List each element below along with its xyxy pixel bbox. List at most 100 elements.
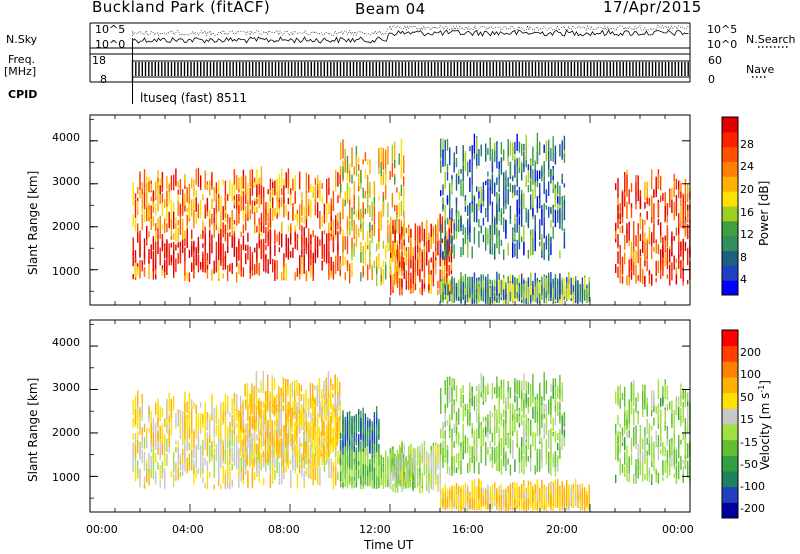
velocity-cell bbox=[335, 467, 337, 486]
velocity-cell bbox=[367, 461, 369, 478]
velocity-cell bbox=[432, 465, 435, 484]
velocity-cell bbox=[299, 464, 301, 474]
power-cell bbox=[305, 272, 308, 282]
power-cell bbox=[561, 280, 563, 295]
velocity-cell bbox=[387, 475, 389, 481]
power-range-tick-3000: 3000 bbox=[52, 175, 80, 188]
power-cell bbox=[687, 280, 689, 285]
velocity-cell bbox=[319, 466, 321, 486]
velocity-cell bbox=[451, 485, 453, 502]
power-cell bbox=[344, 199, 346, 207]
power-cell bbox=[285, 173, 287, 188]
velocity-cell bbox=[143, 436, 146, 449]
velocity-cell bbox=[200, 413, 202, 432]
velocity-cell bbox=[213, 428, 215, 439]
velocity-cell bbox=[408, 475, 410, 489]
velocity-cell bbox=[184, 416, 186, 430]
velocity-cell bbox=[301, 453, 303, 461]
power-cell bbox=[362, 246, 364, 264]
velocity-cell bbox=[264, 439, 267, 446]
xlabel: Time UT bbox=[364, 538, 414, 552]
velocity-cell bbox=[314, 406, 316, 424]
power-cell bbox=[137, 232, 139, 243]
power-cell bbox=[258, 184, 260, 196]
power-cell bbox=[152, 236, 155, 251]
velocity-cell bbox=[300, 407, 303, 421]
velocity-cell bbox=[303, 407, 305, 413]
power-cell bbox=[500, 157, 503, 163]
nave-tick-bottom: 0 bbox=[708, 73, 715, 86]
velocity-cell bbox=[231, 398, 233, 414]
power-cell bbox=[254, 182, 256, 188]
power-cell bbox=[657, 260, 660, 274]
power-cell bbox=[421, 222, 423, 242]
power-cell bbox=[507, 242, 509, 256]
velocity-cell bbox=[351, 436, 353, 453]
power-cell bbox=[442, 251, 444, 260]
velocity-cell bbox=[545, 488, 548, 500]
power-cell bbox=[414, 270, 417, 290]
velocity-cell bbox=[139, 413, 141, 430]
power-cell bbox=[442, 138, 444, 158]
power-cell bbox=[218, 250, 220, 261]
velocity-cell bbox=[323, 420, 325, 436]
power-cell bbox=[532, 294, 534, 302]
power-cell bbox=[312, 192, 314, 198]
power-cell bbox=[554, 288, 557, 300]
velocity-cell bbox=[330, 416, 332, 422]
power-cell bbox=[451, 276, 453, 295]
power-cell bbox=[503, 149, 505, 161]
power-cell bbox=[387, 202, 389, 218]
power-cell bbox=[403, 228, 405, 240]
power-cell bbox=[301, 192, 303, 199]
power-cell bbox=[367, 159, 369, 165]
velocity-cell bbox=[285, 394, 287, 414]
power-cell bbox=[394, 253, 396, 272]
power-cell bbox=[563, 135, 566, 150]
power-cell bbox=[435, 247, 437, 258]
power-cell bbox=[400, 159, 403, 178]
velocity-cell bbox=[227, 473, 229, 489]
power-cell bbox=[550, 243, 552, 256]
power-cell bbox=[657, 218, 660, 226]
velocity-cell bbox=[344, 466, 346, 480]
power-cell bbox=[340, 226, 342, 232]
power-cell bbox=[432, 262, 435, 268]
power-cell bbox=[340, 166, 342, 175]
velocity-cell bbox=[134, 467, 137, 482]
velocity-cell bbox=[342, 440, 344, 458]
power-cell bbox=[548, 206, 550, 218]
velocity-cell bbox=[318, 437, 321, 445]
velocity-cell bbox=[157, 462, 159, 470]
power-cell bbox=[467, 220, 469, 231]
power-cell bbox=[453, 244, 455, 259]
power-cell bbox=[514, 243, 516, 257]
power-cell bbox=[437, 233, 439, 241]
power-cell bbox=[281, 188, 283, 196]
power-cell bbox=[419, 287, 421, 294]
power-cell bbox=[272, 193, 274, 214]
velocity-cell bbox=[394, 482, 396, 487]
power-cell bbox=[398, 203, 400, 218]
power-cell bbox=[548, 287, 550, 294]
velocity-cell bbox=[296, 444, 298, 456]
velocity-cell bbox=[349, 431, 351, 447]
velocity-cell bbox=[289, 388, 291, 404]
power-cell bbox=[577, 298, 579, 304]
power-cell bbox=[440, 223, 442, 235]
velocity-cell bbox=[382, 457, 385, 464]
velocity-cell bbox=[247, 403, 249, 422]
power-cell bbox=[516, 174, 518, 179]
power-cell bbox=[626, 275, 628, 286]
velocity-cell bbox=[224, 404, 227, 412]
power-cell bbox=[173, 202, 175, 221]
power-cell bbox=[399, 261, 401, 268]
velocity-cell bbox=[412, 473, 414, 491]
power-cell bbox=[412, 274, 414, 294]
velocity-cell bbox=[285, 413, 287, 431]
power-cell bbox=[143, 192, 146, 210]
velocity-cell bbox=[265, 457, 267, 469]
velocity-cell bbox=[314, 454, 316, 467]
power-cell bbox=[648, 227, 651, 243]
power-cell bbox=[173, 264, 175, 275]
